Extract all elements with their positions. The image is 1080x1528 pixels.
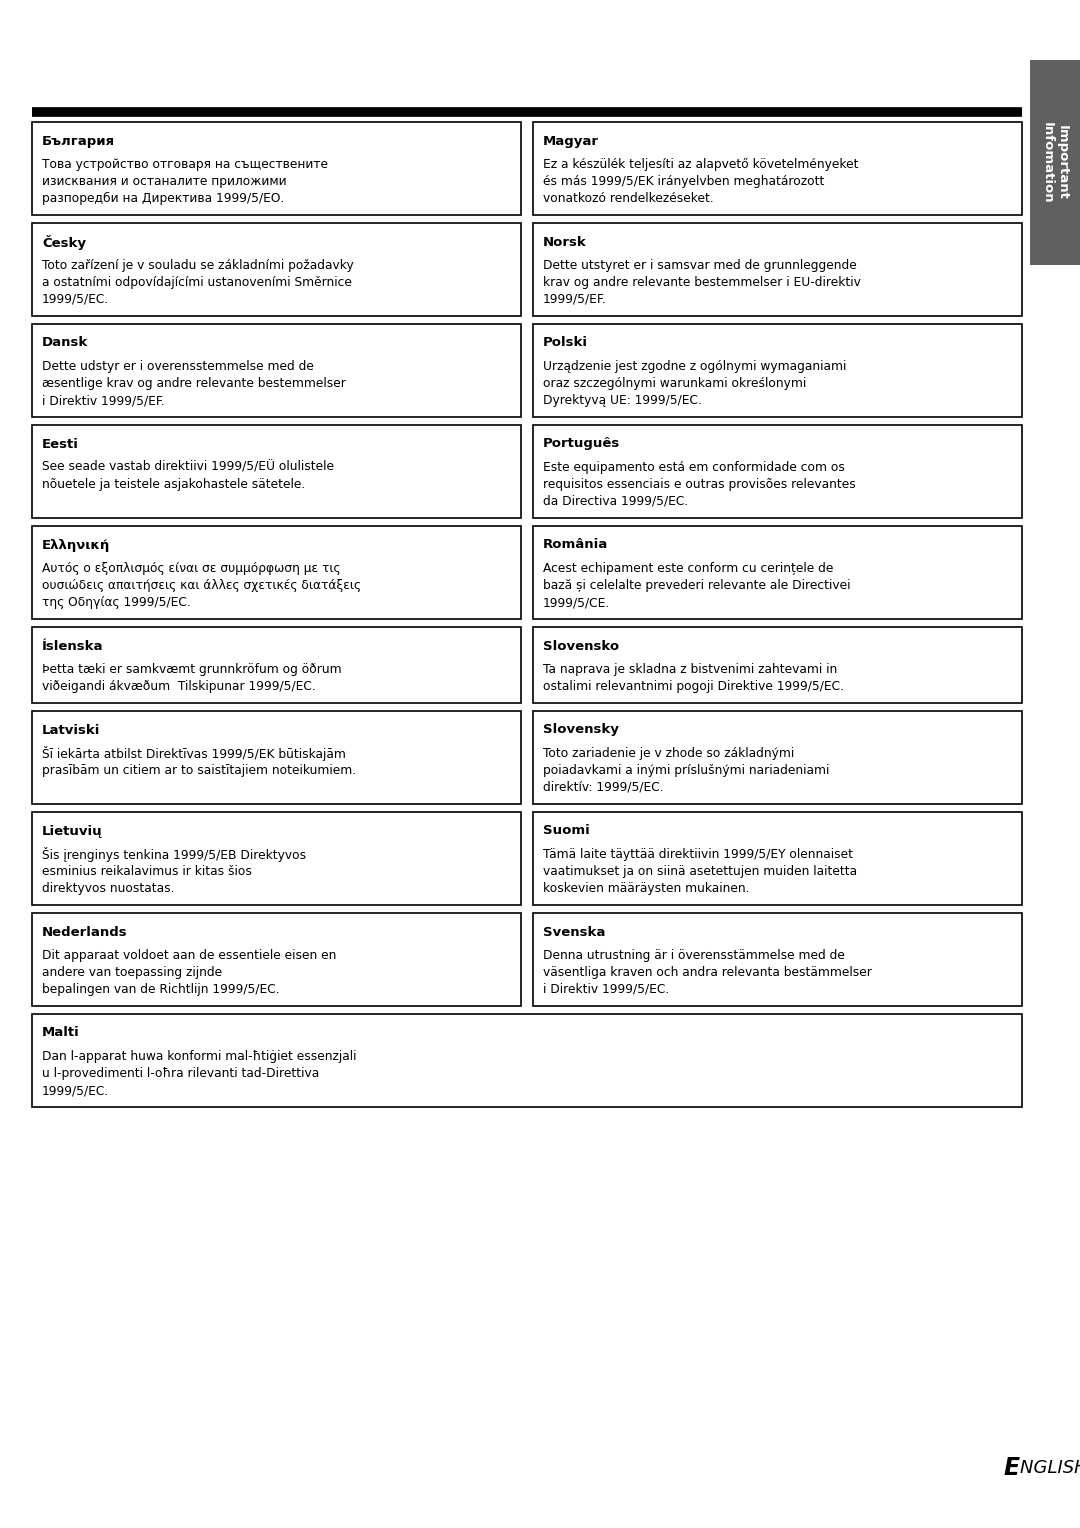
FancyBboxPatch shape <box>32 1015 1022 1106</box>
Text: Ta naprava je skladna z bistvenimi zahtevami in: Ta naprava je skladna z bistvenimi zahte… <box>543 663 837 675</box>
Text: Íslenska: Íslenska <box>42 640 104 652</box>
Text: väsentliga kraven och andra relevanta bestämmelser: väsentliga kraven och andra relevanta be… <box>543 966 872 979</box>
Text: da Directiva 1999/5/EC.: da Directiva 1999/5/EC. <box>543 495 688 507</box>
Text: u l-provedimenti l-oħra rilevanti tad-Direttiva: u l-provedimenti l-oħra rilevanti tad-Di… <box>42 1067 320 1080</box>
FancyBboxPatch shape <box>32 223 521 316</box>
FancyBboxPatch shape <box>32 122 521 215</box>
Text: Αυτός ο εξοπλισμός είναι σε συμμόρφωση με τις: Αυτός ο εξοπλισμός είναι σε συμμόρφωση μ… <box>42 562 340 575</box>
Text: Eesti: Eesti <box>42 437 79 451</box>
FancyBboxPatch shape <box>32 425 521 518</box>
Text: Polski: Polski <box>543 336 588 350</box>
Text: ουσιώδεις απαιτήσεις και άλλες σχετικές διατάξεις: ουσιώδεις απαιτήσεις και άλλες σχετικές … <box>42 579 361 591</box>
Text: Malti: Malti <box>42 1027 80 1039</box>
Text: Norsk: Norsk <box>543 235 586 249</box>
FancyBboxPatch shape <box>534 324 1022 417</box>
Text: Important
Infomation: Important Infomation <box>1041 122 1069 203</box>
FancyBboxPatch shape <box>534 711 1022 804</box>
Text: Dan l-apparat huwa konformi mal-ħtiġiet essenzjali: Dan l-apparat huwa konformi mal-ħtiġiet … <box>42 1050 356 1063</box>
Text: Denna utrustning är i överensstämmelse med de: Denna utrustning är i överensstämmelse m… <box>543 949 845 963</box>
Text: a ostatními odpovídajícími ustanoveními Směrnice: a ostatními odpovídajícími ustanoveními … <box>42 277 352 289</box>
Text: koskevien määräysten mukainen.: koskevien määräysten mukainen. <box>543 882 750 895</box>
Text: Dansk: Dansk <box>42 336 89 350</box>
Text: Lietuvių: Lietuvių <box>42 825 103 837</box>
Text: i Direktiv 1999/5/EC.: i Direktiv 1999/5/EC. <box>543 983 670 996</box>
Text: 1999/5/EF.: 1999/5/EF. <box>543 293 607 306</box>
Text: Česky: Česky <box>42 234 86 249</box>
Text: Ez a készülék teljesíti az alapvető követelményeket: Ez a készülék teljesíti az alapvető köve… <box>543 157 859 171</box>
FancyBboxPatch shape <box>32 324 521 417</box>
Text: 1999/5/EC.: 1999/5/EC. <box>42 293 109 306</box>
Text: Toto zariadenie je v zhode so základnými: Toto zariadenie je v zhode so základnými <box>543 747 794 759</box>
Text: Este equipamento está em conformidade com os: Este equipamento está em conformidade co… <box>543 461 845 474</box>
Text: Urządzenie jest zgodne z ogólnymi wymaganiami: Urządzenie jest zgodne z ogólnymi wymaga… <box>543 361 847 373</box>
Text: România: România <box>543 538 608 552</box>
Text: Nederlands: Nederlands <box>42 926 127 938</box>
Text: Magyar: Magyar <box>543 134 599 148</box>
Text: της Οδηγίας 1999/5/EC.: της Οδηγίας 1999/5/EC. <box>42 596 191 610</box>
Text: Dyrektyvą UE: 1999/5/EC.: Dyrektyvą UE: 1999/5/EC. <box>543 394 702 406</box>
Text: Dit apparaat voldoet aan de essentiele eisen en: Dit apparaat voldoet aan de essentiele e… <box>42 949 336 963</box>
Text: Suomi: Suomi <box>543 825 590 837</box>
Text: Latviski: Latviski <box>42 723 100 736</box>
Text: andere van toepassing zijnde: andere van toepassing zijnde <box>42 966 222 979</box>
Text: Slovensko: Slovensko <box>543 640 619 652</box>
FancyBboxPatch shape <box>534 914 1022 1005</box>
Text: Ελληνική: Ελληνική <box>42 538 110 552</box>
FancyBboxPatch shape <box>1030 60 1080 264</box>
FancyBboxPatch shape <box>534 425 1022 518</box>
Text: vonatkozó rendelkezéseket.: vonatkozó rendelkezéseket. <box>543 193 714 205</box>
Text: изисквания и останалите приложими: изисквания и останалите приложими <box>42 176 286 188</box>
Text: viðeigandi ákvæðum  Tilskipunar 1999/5/EC.: viðeigandi ákvæðum Tilskipunar 1999/5/EC… <box>42 680 315 694</box>
Text: Dette utstyret er i samsvar med de grunnleggende: Dette utstyret er i samsvar med de grunn… <box>543 260 856 272</box>
Text: esminius reikalavimus ir kitas šios: esminius reikalavimus ir kitas šios <box>42 865 252 879</box>
Text: Þetta tæki er samkvæmt grunnkröfum og öðrum: Þetta tæki er samkvæmt grunnkröfum og öð… <box>42 663 341 675</box>
Text: Slovensky: Slovensky <box>543 723 619 736</box>
FancyBboxPatch shape <box>534 223 1022 316</box>
Text: Svenska: Svenska <box>543 926 606 938</box>
Text: krav og andre relevante bestemmelser i EU-direktiv: krav og andre relevante bestemmelser i E… <box>543 277 861 289</box>
Text: ostalimi relevantnimi pogoji Direktive 1999/5/EC.: ostalimi relevantnimi pogoji Direktive 1… <box>543 680 843 694</box>
Text: és más 1999/5/EK irányelvben meghatározott: és más 1999/5/EK irányelvben meghatározo… <box>543 176 824 188</box>
FancyBboxPatch shape <box>32 914 521 1005</box>
FancyBboxPatch shape <box>534 626 1022 703</box>
Text: i Direktiv 1999/5/EF.: i Direktiv 1999/5/EF. <box>42 394 165 406</box>
Text: Dette udstyr er i overensstemmelse med de: Dette udstyr er i overensstemmelse med d… <box>42 361 314 373</box>
Text: България: България <box>42 134 116 148</box>
FancyBboxPatch shape <box>534 122 1022 215</box>
Text: poiadavkami a inými príslušnými nariadeniami: poiadavkami a inými príslušnými nariaden… <box>543 764 829 778</box>
Text: разпоредби на Директива 1999/5/ЕО.: разпоредби на Директива 1999/5/ЕО. <box>42 193 284 205</box>
FancyBboxPatch shape <box>32 711 521 804</box>
Text: direktív: 1999/5/EC.: direktív: 1999/5/EC. <box>543 781 663 795</box>
Text: E: E <box>1004 1456 1020 1481</box>
Text: prasībām un citiem ar to saistītajiem noteikumiem.: prasībām un citiem ar to saistītajiem no… <box>42 764 356 778</box>
FancyBboxPatch shape <box>534 526 1022 619</box>
Text: Това устройство отговаря на съществените: Това устройство отговаря на съществените <box>42 157 328 171</box>
Text: Português: Português <box>543 437 620 451</box>
FancyBboxPatch shape <box>534 811 1022 905</box>
Text: Acest echipament este conform cu cerințele de: Acest echipament este conform cu cerințe… <box>543 562 834 575</box>
Text: Toto zařízení je v souladu se základními požadavky: Toto zařízení je v souladu se základními… <box>42 260 354 272</box>
Text: Šis įrenginys tenkina 1999/5/EB Direktyvos: Šis įrenginys tenkina 1999/5/EB Direktyv… <box>42 847 306 862</box>
Text: 1999/5/CE.: 1999/5/CE. <box>543 596 610 610</box>
Text: Tämä laite täyttää direktiivin 1999/5/EY olennaiset: Tämä laite täyttää direktiivin 1999/5/EY… <box>543 848 853 860</box>
Text: oraz szczególnymi warunkami określonymi: oraz szczególnymi warunkami określonymi <box>543 377 807 390</box>
Text: 1999/5/EC.: 1999/5/EC. <box>42 1083 109 1097</box>
Text: requisitos essenciais e outras provisões relevantes: requisitos essenciais e outras provisões… <box>543 478 855 490</box>
Text: direktyvos nuostatas.: direktyvos nuostatas. <box>42 882 175 895</box>
Text: bază și celelalte prevederi relevante ale Directivei: bază și celelalte prevederi relevante al… <box>543 579 851 591</box>
Text: nõuetele ja teistele asjakohastele sätetele.: nõuetele ja teistele asjakohastele sätet… <box>42 478 306 490</box>
Text: NGLISH - 5: NGLISH - 5 <box>1020 1459 1080 1478</box>
Text: bepalingen van de Richtlijn 1999/5/EC.: bepalingen van de Richtlijn 1999/5/EC. <box>42 983 280 996</box>
Text: æsentlige krav og andre relevante bestemmelser: æsentlige krav og andre relevante bestem… <box>42 377 346 390</box>
Text: See seade vastab direktiivi 1999/5/EÜ olulistele: See seade vastab direktiivi 1999/5/EÜ ol… <box>42 461 334 474</box>
FancyBboxPatch shape <box>32 526 521 619</box>
FancyBboxPatch shape <box>32 811 521 905</box>
FancyBboxPatch shape <box>32 626 521 703</box>
Text: vaatimukset ja on siinä asetettujen muiden laitetta: vaatimukset ja on siinä asetettujen muid… <box>543 865 858 879</box>
Text: Šī iekārta atbilst Direktīvas 1999/5/EK būtiskajām: Šī iekārta atbilst Direktīvas 1999/5/EK … <box>42 746 346 761</box>
